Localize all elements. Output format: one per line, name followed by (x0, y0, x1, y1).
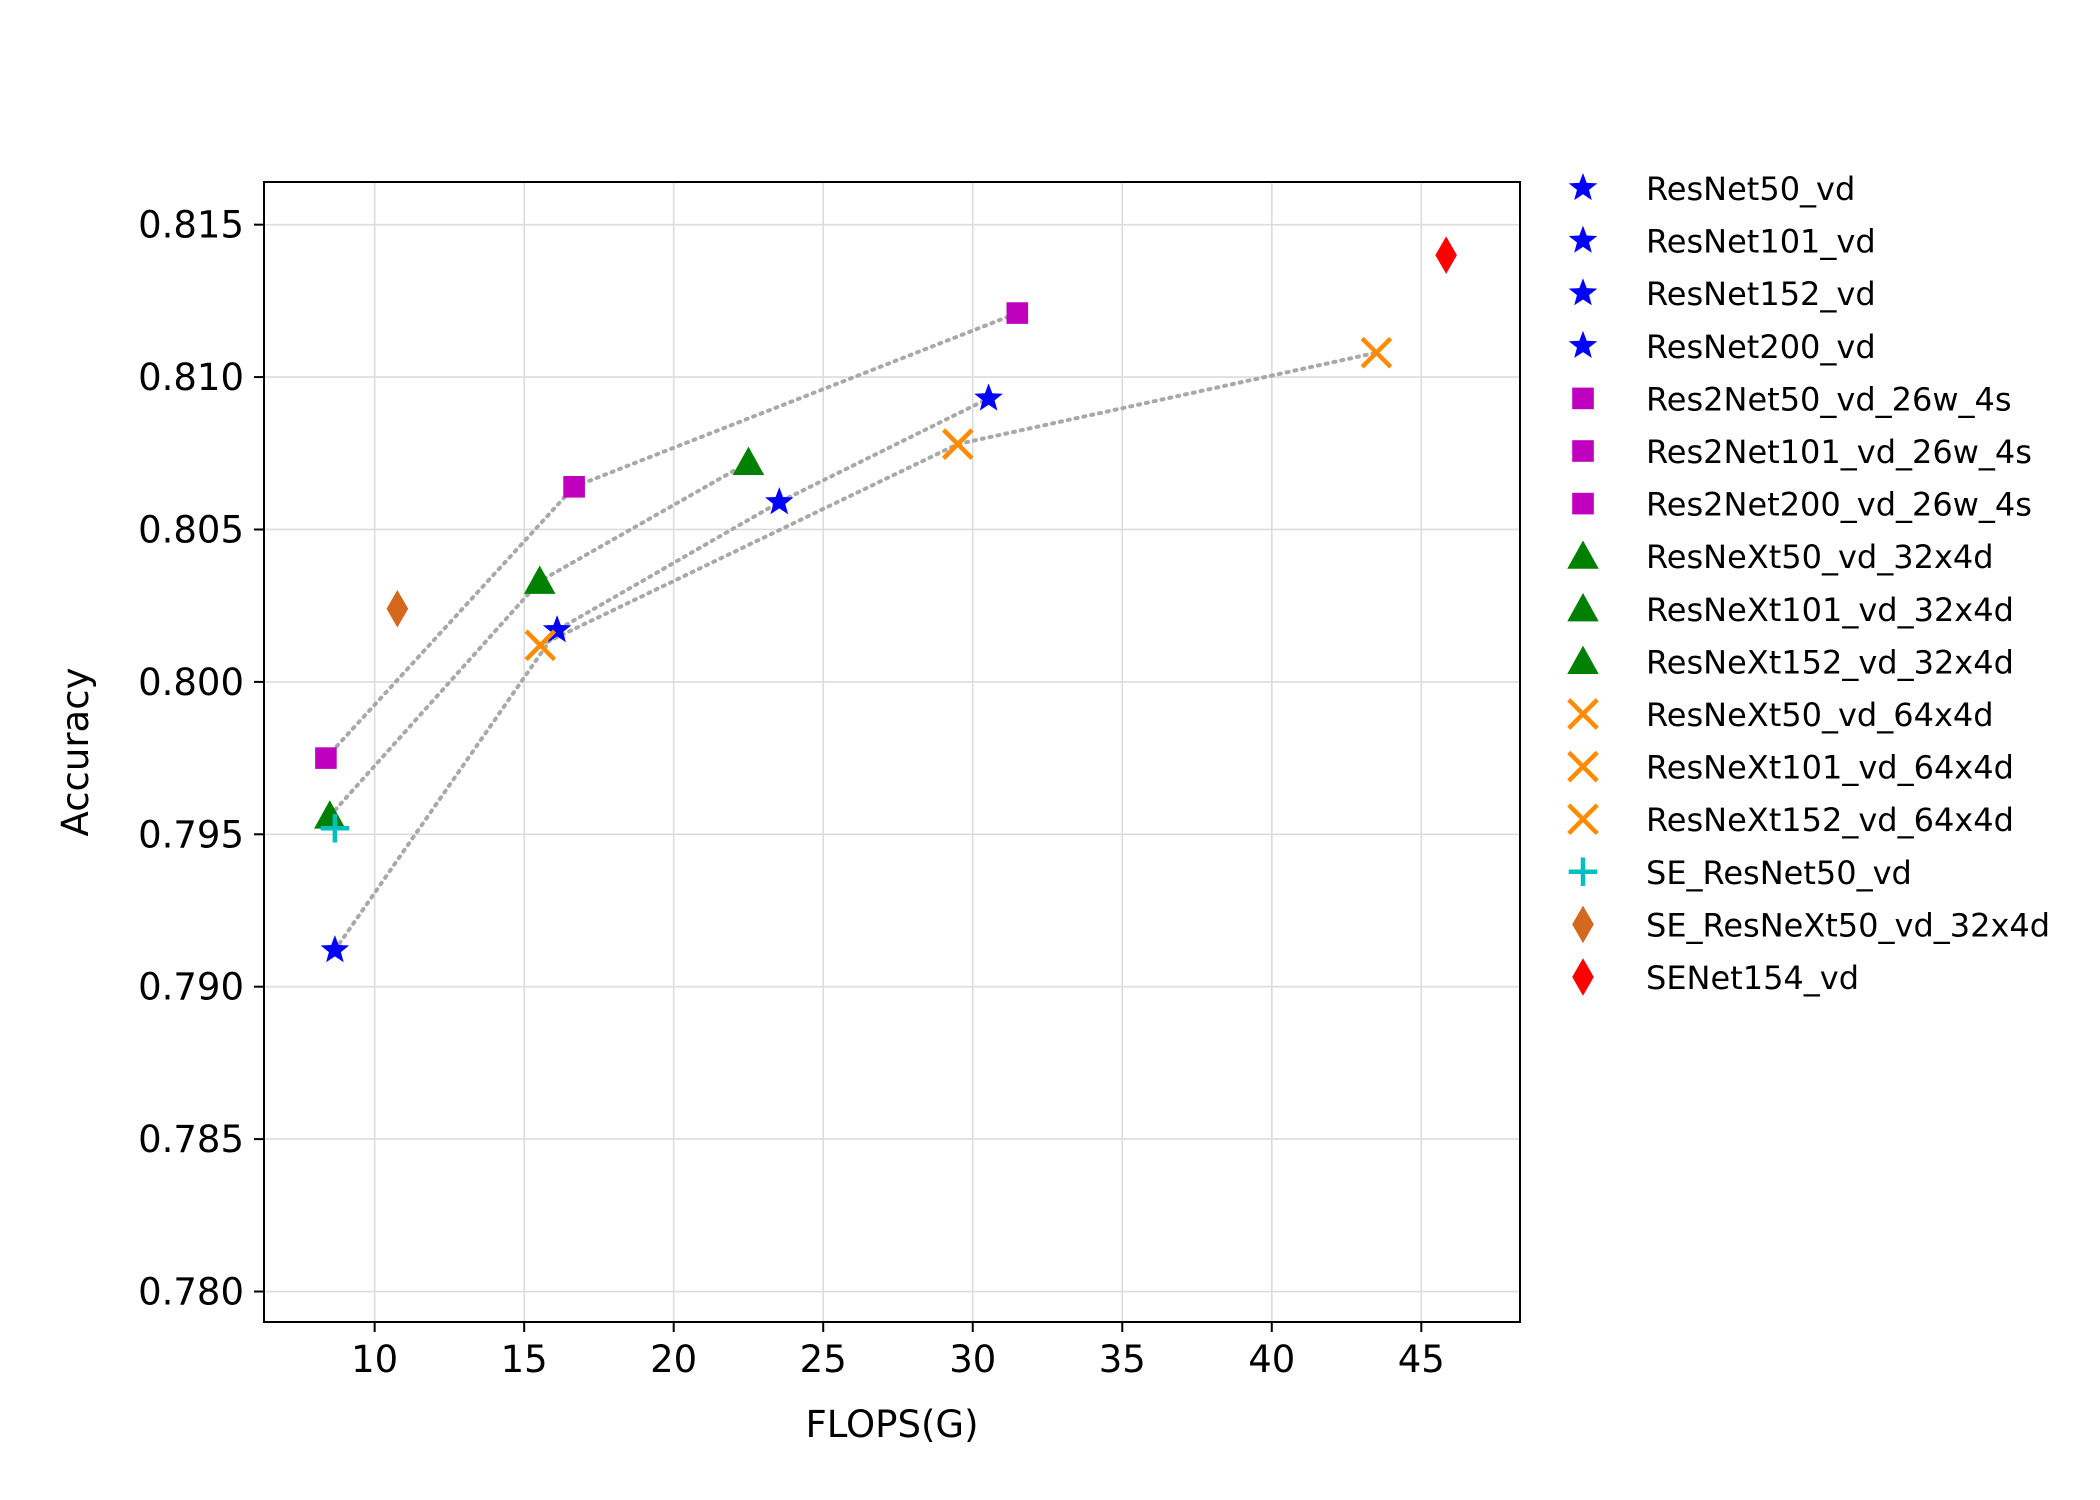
legend-marker (1572, 905, 1594, 944)
data-point (1006, 302, 1029, 324)
data-point (320, 935, 350, 963)
data-point (523, 565, 556, 594)
data-point (941, 428, 974, 460)
legend-label: ResNet101_vd (1646, 223, 1876, 261)
y-tick-label: 0.785 (138, 1118, 244, 1161)
legend-label: ResNeXt50_vd_32x4d (1646, 538, 1994, 576)
legend-marker (1568, 330, 1598, 358)
legend-label: Res2Net101_vd_26w_4s (1646, 433, 2032, 471)
y-tick-label: 0.790 (138, 966, 244, 1009)
data-point (563, 476, 585, 498)
legend-label: ResNeXt152_vd_32x4d (1646, 643, 2014, 681)
data-point (524, 629, 557, 662)
y-axis-ticks: 0.780 0.785 0.790 0.795 0.800 0.805 0.810 0.815 (138, 204, 264, 1314)
data-point (315, 747, 337, 769)
legend-label: SE_ResNeXt50_vd_32x4d (1646, 906, 2050, 944)
x-tick-label: 45 (1398, 1338, 1445, 1381)
y-tick-label: 0.795 (138, 813, 244, 856)
legend-marker (1567, 645, 1599, 674)
data-point (974, 383, 1003, 411)
legend-marker (1568, 278, 1598, 306)
data-point (314, 800, 346, 829)
x-tick-label: 15 (501, 1338, 548, 1381)
legend: ResNet50_vd ResNet101_vd ResNet152_vd ResNe… (1567, 170, 2050, 997)
data-point (386, 589, 409, 628)
legend-marker (1572, 440, 1594, 462)
x-axis-ticks: 10 15 20 25 30 35 40 45 (351, 1322, 1445, 1381)
legend-marker (1568, 225, 1598, 253)
data-point (1435, 236, 1457, 274)
x-axis-label: FLOPS(G) (805, 1403, 978, 1446)
legend-label: ResNet200_vd (1646, 328, 1876, 366)
y-axis-label: Accuracy (54, 668, 97, 837)
y-tick-label: 0.810 (138, 356, 244, 399)
plot-frame (263, 181, 1521, 1323)
legend-label: ResNeXt101_vd_32x4d (1646, 591, 2014, 629)
data-point (320, 813, 350, 843)
x-tick-label: 25 (800, 1338, 847, 1381)
legend-marker (1567, 750, 1599, 783)
x-tick-label: 30 (949, 1338, 996, 1381)
legend-label: Res2Net200_vd_26w_4s (1646, 486, 2032, 524)
y-tick-label: 0.780 (138, 1271, 244, 1314)
data-points (314, 236, 1457, 963)
data-point (542, 615, 572, 643)
legend-marker (1567, 803, 1599, 836)
legend-label: ResNet152_vd (1646, 275, 1876, 313)
x-tick-label: 20 (650, 1338, 697, 1381)
legend-marker (1572, 958, 1594, 996)
legend-label: Res2Net50_vd_26w_4s (1646, 380, 2012, 418)
data-point (732, 446, 765, 476)
legend-marker (1568, 857, 1598, 887)
x-tick-label: 10 (351, 1338, 398, 1381)
y-tick-label: 0.800 (138, 661, 244, 704)
legend-marker (1567, 593, 1599, 622)
legend-label: ResNeXt50_vd_64x4d (1646, 696, 1994, 734)
legend-label: ResNet50_vd (1646, 170, 1855, 208)
x-tick-label: 35 (1099, 1338, 1146, 1381)
legend-label: SE_ResNet50_vd (1646, 854, 1912, 892)
legend-label: ResNeXt152_vd_64x4d (1646, 801, 2014, 839)
grid (264, 182, 1520, 1322)
legend-label: ResNeXt101_vd_64x4d (1646, 749, 2014, 787)
legend-marker (1572, 492, 1594, 515)
x-tick-label: 40 (1248, 1338, 1295, 1381)
legend-marker (1572, 387, 1594, 410)
y-tick-label: 0.815 (138, 204, 244, 247)
legend-marker (1567, 698, 1599, 730)
y-tick-label: 0.805 (138, 508, 244, 551)
legend-marker (1567, 540, 1599, 569)
connecting-line (332, 396, 991, 953)
legend-label: SENet154_vd (1646, 959, 1859, 997)
legend-marker (1568, 173, 1598, 201)
data-point (765, 487, 794, 515)
data-point (1360, 336, 1393, 369)
